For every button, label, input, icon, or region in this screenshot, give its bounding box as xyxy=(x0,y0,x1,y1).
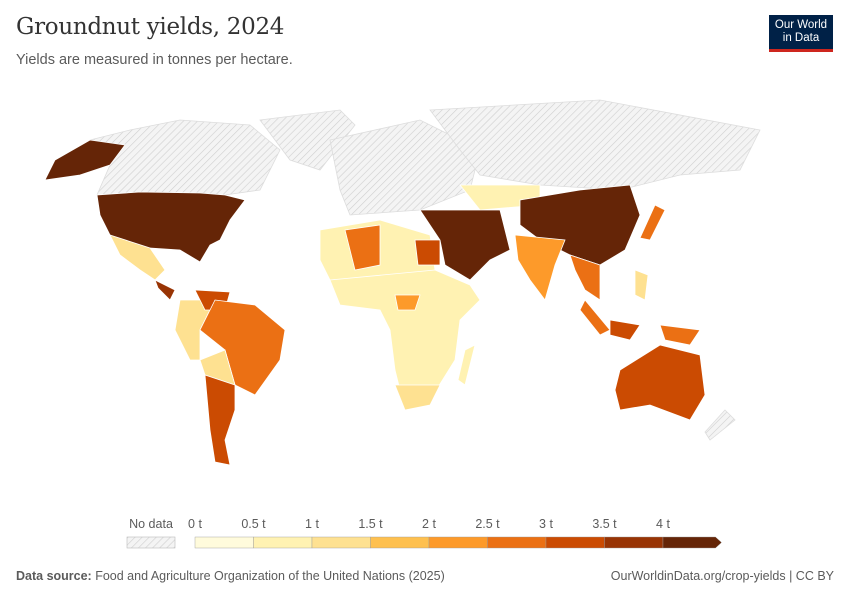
legend-no-data-swatch xyxy=(126,536,176,549)
region-russia[interactable] xyxy=(429,99,761,191)
legend-tick-label: 0.5 t xyxy=(241,517,266,531)
legend-bin-2[interactable] xyxy=(311,536,371,549)
region-sumatra[interactable] xyxy=(579,299,611,336)
region-alaska[interactable] xyxy=(44,139,126,181)
data-source: Data source: Food and Agriculture Organi… xyxy=(16,569,445,583)
region-south-africa[interactable] xyxy=(394,384,441,411)
region-canada[interactable] xyxy=(89,119,281,196)
legend-bin-0[interactable] xyxy=(194,536,254,549)
region-middle-east[interactable] xyxy=(419,209,511,281)
legend-bin-3[interactable] xyxy=(370,536,430,549)
region-philippines[interactable] xyxy=(634,269,649,301)
region-brazil[interactable] xyxy=(199,299,286,396)
legend-bin-8[interactable] xyxy=(662,536,722,549)
region-new-zealand[interactable] xyxy=(704,409,736,441)
region-southeast-asia[interactable] xyxy=(569,254,601,301)
region-madagascar[interactable] xyxy=(457,344,476,386)
legend-tick-label: 1.5 t xyxy=(358,517,383,531)
data-source-label: Data source: xyxy=(16,569,92,583)
region-central-african-republic[interactable] xyxy=(394,294,421,311)
legend-bin-4[interactable] xyxy=(428,536,488,549)
region-papua[interactable] xyxy=(659,324,701,346)
region-java-borneo[interactable] xyxy=(609,319,641,341)
region-egypt[interactable] xyxy=(414,239,441,266)
legend-bin-1[interactable] xyxy=(253,536,313,549)
owid-logo[interactable]: Our World in Data xyxy=(769,15,833,52)
legend-tick-label: 2.5 t xyxy=(475,517,500,531)
legend-tick-label: 0 t xyxy=(188,517,202,531)
region-europe[interactable] xyxy=(329,119,481,216)
chart-title: Groundnut yields, 2024 xyxy=(16,14,285,40)
chart-subtitle: Yields are measured in tonnes per hectar… xyxy=(16,52,293,68)
footer-link[interactable]: OurWorldinData.org/crop-yields | CC BY xyxy=(610,569,834,583)
legend-bin-5[interactable] xyxy=(487,536,547,549)
legend-bin-6[interactable] xyxy=(545,536,605,549)
region-japan[interactable] xyxy=(639,204,666,241)
legend-tick-label: 4 t xyxy=(656,517,670,531)
legend-color-bar xyxy=(194,536,722,549)
region-algeria[interactable] xyxy=(344,224,381,271)
data-source-text[interactable]: Food and Agriculture Organization of the… xyxy=(95,569,445,583)
region-central-america[interactable] xyxy=(154,279,176,301)
legend-bin-7[interactable] xyxy=(604,536,664,549)
legend-tick-label: 1 t xyxy=(305,517,319,531)
region-australia[interactable] xyxy=(614,344,706,421)
legend-tick-label: 3.5 t xyxy=(592,517,617,531)
legend-tick-label: 2 t xyxy=(422,517,436,531)
region-argentina[interactable] xyxy=(204,374,236,466)
region-india[interactable] xyxy=(514,234,566,301)
legend-no-data-label: No data xyxy=(129,517,173,531)
legend-tick-label: 3 t xyxy=(539,517,553,531)
